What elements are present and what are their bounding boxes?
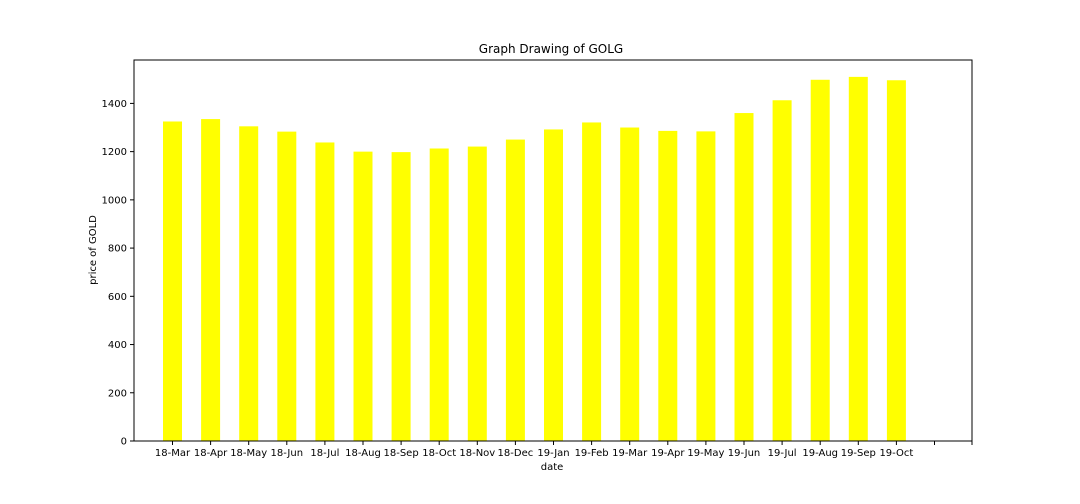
y-tick-label: 1200	[102, 147, 127, 158]
bar-18-Oct	[429, 148, 449, 441]
y-axis-label: price of GOLD	[88, 215, 99, 285]
bar-19-Jun	[734, 113, 754, 442]
bar-18-Mar	[163, 121, 182, 441]
bar-18-May	[239, 126, 259, 441]
bar-18-Nov	[467, 146, 487, 442]
plot-frame	[133, 59, 973, 442]
bar-19-Aug	[810, 79, 830, 442]
x-tick-label: 19-Apr	[651, 448, 685, 459]
bar-18-Sep	[391, 152, 411, 442]
y-tick-label: 400	[108, 340, 127, 351]
bar-19-Sep	[848, 76, 868, 441]
bar-19-Apr	[658, 130, 678, 441]
x-tick-label: 19-Sep	[841, 448, 876, 459]
y-ticks-group: 0 200 400 600 800 1000 1200 1400	[102, 99, 134, 448]
chart-title: Graph Drawing of GOLG	[479, 42, 623, 56]
x-tick-label: 19-Mar	[612, 448, 648, 459]
x-axis-label: date	[541, 462, 564, 473]
y-tick-label: 1400	[102, 99, 127, 110]
x-tick-label: 18-Mar	[155, 448, 191, 459]
x-tick-label: 19-Jan	[537, 448, 569, 459]
x-tick-label: 19-Feb	[575, 448, 609, 459]
y-tick-label: 800	[108, 244, 127, 255]
bar-18-Dec	[505, 139, 525, 442]
bar-19-May	[696, 131, 716, 442]
x-tick-label: 18-Sep	[384, 448, 419, 459]
x-tick-label: 18-Aug	[345, 448, 381, 459]
x-tick-label: 19-Jun	[728, 448, 761, 459]
x-tick-label: 18-Jul	[310, 448, 339, 459]
bar-18-Jun	[277, 131, 297, 441]
x-tick-label: 18-Apr	[194, 448, 228, 459]
bar-19-Oct	[886, 80, 906, 441]
bar-19-Feb	[582, 122, 602, 441]
x-tick-label: 18-Jun	[271, 448, 304, 459]
x-tick-label: 18-May	[230, 448, 267, 459]
x-tick-label: 18-Nov	[459, 448, 495, 459]
y-tick-label: 0	[121, 437, 127, 448]
bar-18-Aug	[353, 151, 373, 441]
y-tick-label: 1000	[102, 195, 127, 206]
x-tick-label: 19-Oct	[879, 448, 913, 459]
x-tick-label: 19-Aug	[802, 448, 838, 459]
bar-19-Jan	[544, 129, 563, 441]
bar-19-Jul	[772, 100, 792, 441]
y-tick-label: 600	[108, 292, 127, 303]
bar-19-Mar	[620, 127, 640, 442]
x-tick-label: 19-Jul	[768, 448, 797, 459]
x-tick-label: 18-Dec	[498, 448, 534, 459]
y-tick-label: 200	[108, 388, 127, 399]
bar-18-Apr	[201, 119, 221, 442]
x-tick-label: 19-May	[687, 448, 724, 459]
x-tick-label: 18-Oct	[422, 448, 456, 459]
bar-18-Jul	[315, 142, 335, 442]
bars-group	[163, 76, 906, 442]
x-ticks-group: 18-Mar 18-Apr 18-May 18-Jun 18-Jul 18-Aug 18-S…	[155, 441, 973, 459]
